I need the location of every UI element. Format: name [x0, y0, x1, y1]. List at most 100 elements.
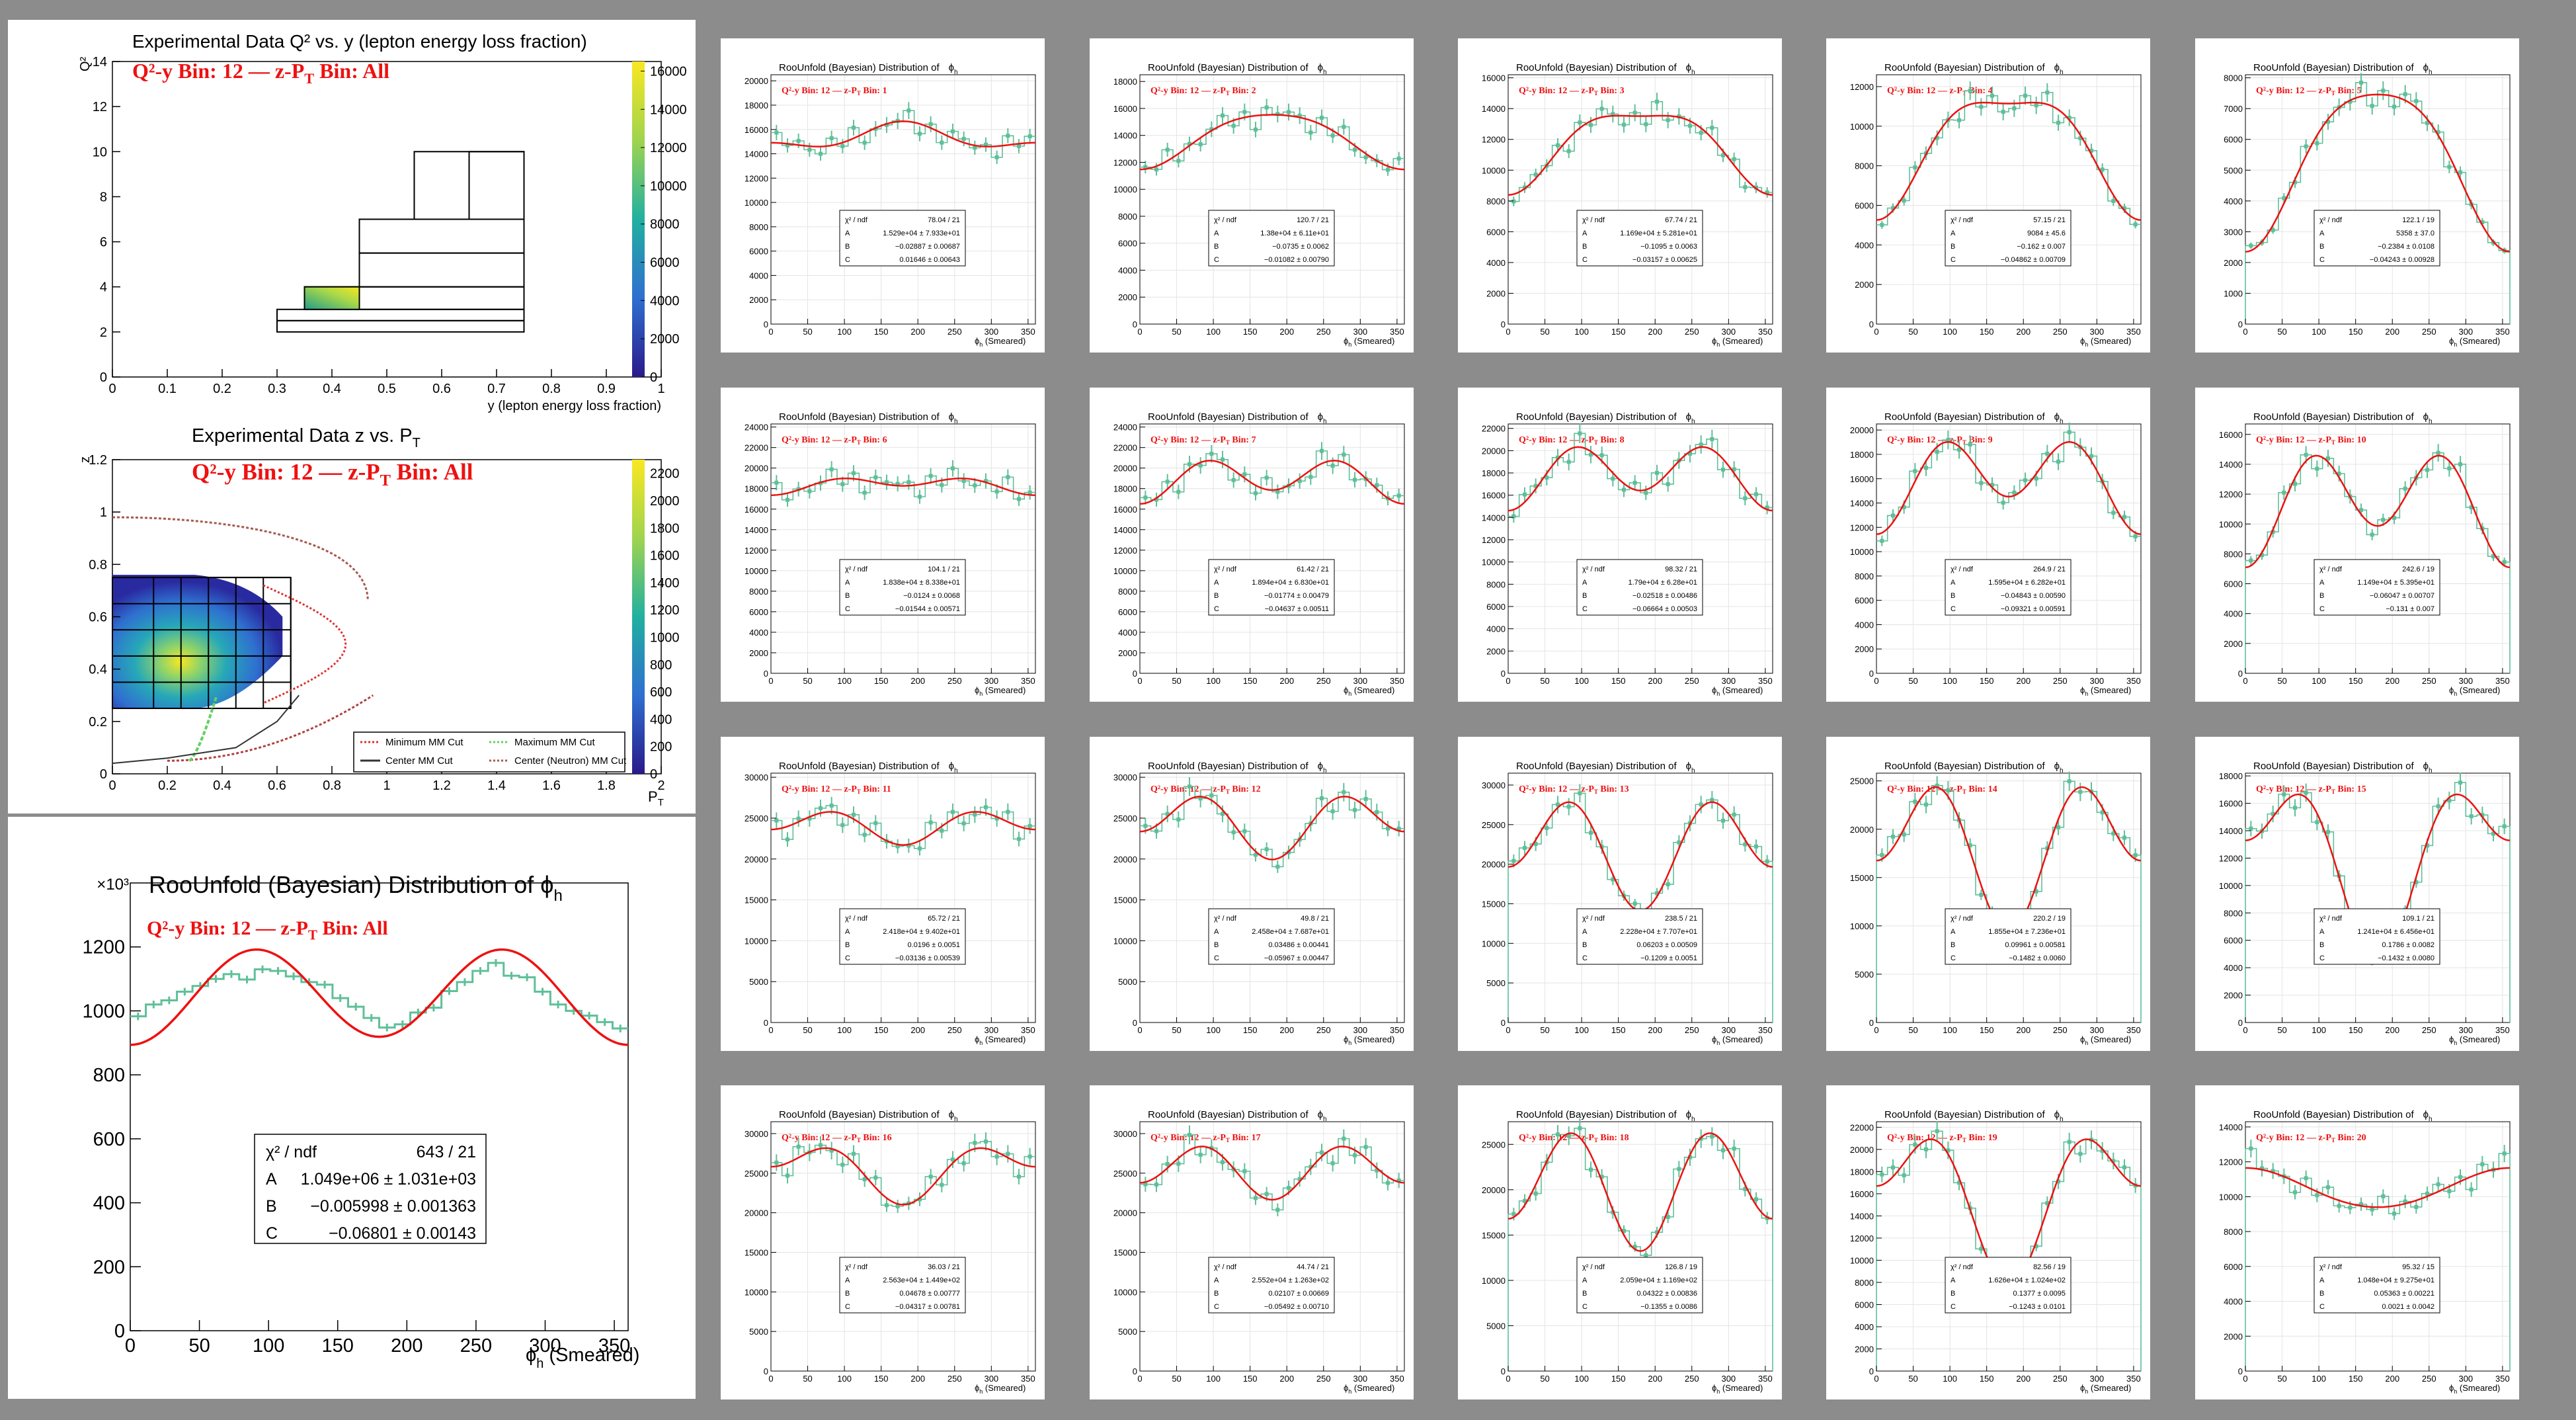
phi-stats-name: χ² / ndf: [2319, 565, 2343, 573]
phi-stats-box: [1576, 559, 1703, 616]
phi-stats-name: χ² / ndf: [1951, 1263, 1974, 1271]
phi-stats-value: 1.79e+04 ± 6.28e+01: [1628, 579, 1697, 587]
phi-overlay-sub: T: [2331, 1137, 2335, 1144]
phi-ytick-label: 20000: [745, 464, 768, 474]
phi-ytick-label: 6000: [1486, 602, 1506, 612]
phi-overlay-sub: T: [857, 788, 861, 795]
phi-ytick-label: 4000: [2224, 963, 2243, 973]
phi-hist: [1876, 90, 2141, 226]
zpt-ztick-label: 2000: [650, 494, 680, 509]
phi-ytick-label: 18000: [1850, 1167, 1874, 1177]
phi-overlay-part: z-P: [844, 435, 857, 445]
phi-stats-value: 9084 ± 45.6: [2027, 230, 2066, 237]
q2y-panel-bg: [8, 20, 696, 413]
phi-ytick-label: 20000: [1113, 464, 1137, 474]
phi-xtick-label: 0: [1506, 1025, 1510, 1035]
phi-xlabel-tail: (Smeared): [2088, 1034, 2131, 1044]
phi-xtick-label: 0: [1874, 327, 1878, 337]
phi-fit-curve: [1139, 114, 1405, 171]
phi-overlay-part: z-P: [844, 784, 857, 794]
phi-stats-value: −0.01082 ± 0.00790: [1264, 256, 1329, 264]
phi-title-symbol: ϕ: [2054, 411, 2060, 423]
phi-overlay: Q²-y Bin: 12 — z-PT Bin: 20: [2256, 1133, 2366, 1144]
phi-ytick-label: 20000: [1850, 425, 1874, 435]
phi-ytick-label: 0: [1133, 669, 1137, 679]
phi-xtick-label: 250: [1685, 1374, 1699, 1384]
zpt-xlabel-sub: T: [658, 797, 664, 808]
phi-overlay-bin: Bin:: [2335, 435, 2357, 445]
phi-overlay-sub: T: [1226, 439, 1230, 446]
phi-xtick-label: 300: [1721, 1025, 1736, 1035]
q2y-xtick-label: 0.2: [213, 382, 231, 396]
phi-title: RooUnfold (Bayesian) Distribution of ϕh: [2253, 1109, 2433, 1123]
phi-panel-bg: [1458, 38, 1782, 353]
phi-stats-name: A: [2319, 1276, 2325, 1284]
phi-ytick-label: 5000: [2224, 165, 2243, 175]
zpt-legend-label: Maximum MM Cut: [514, 737, 596, 748]
phi-frame: [2245, 74, 2511, 325]
phi-title-sub: h: [1323, 1116, 1327, 1123]
phi-xtick-label: 50: [803, 676, 812, 686]
phi-ytick-label: 15000: [1482, 1230, 1506, 1240]
phi-xtick-label: 250: [1316, 1374, 1331, 1384]
phi-title-sub: h: [1323, 418, 1327, 425]
phi-overlay: Q²-y Bin: 12 — z-PT Bin: 16: [782, 1133, 892, 1144]
phi-xlabel: ϕh (Smeared): [1712, 685, 1763, 697]
q2y-overlay-part: z-P: [275, 59, 304, 83]
phi-stats-value: 65.72 / 21: [928, 915, 960, 923]
phi-xtick-label: 350: [2126, 1374, 2141, 1384]
phi-ytick-label: 7000: [2224, 104, 2243, 114]
phi-stats-value: 1.855e+04 ± 7.236e+01: [1988, 928, 2066, 936]
phi-stats-value: 0.05363 ± 0.00221: [2374, 1290, 2435, 1298]
phi-stats-name: C: [1582, 954, 1588, 962]
phi-overlay-part: z-P: [1581, 784, 1594, 794]
phi-xtick-label: 200: [910, 676, 925, 686]
phi-title: RooUnfold (Bayesian) Distribution of ϕh: [2253, 411, 2433, 425]
phi-xtick-label: 300: [1721, 1374, 1736, 1384]
phi-title-symbol: ϕ: [949, 62, 954, 73]
phi-stats-name: A: [845, 230, 850, 237]
phi-stats-name: C: [845, 605, 850, 613]
phi-xtick-label: 100: [1206, 676, 1221, 686]
phi-overlay-sub: T: [1594, 1137, 1598, 1144]
phi-title-symbol: ϕ: [949, 1109, 954, 1120]
phi-ytick-label: 1000: [2224, 288, 2243, 298]
phi-xtick-label: 250: [1316, 1025, 1331, 1035]
phi-xtick-label: 100: [1943, 327, 1957, 337]
phi-overlay-binnum: 20: [2357, 1133, 2366, 1143]
phi-stats-value: −0.06664 ± 0.00503: [1632, 605, 1697, 613]
phi-hist: [1508, 433, 1773, 517]
phi-panel-bg: [2195, 1085, 2519, 1399]
phi-hist: [771, 805, 1035, 849]
q2y-overlay-part: Q²-y Bin: 12: [132, 59, 243, 83]
phi-ytick-label: 24000: [1113, 423, 1137, 433]
phi-ytick-label: 5000: [1118, 1327, 1137, 1337]
phi-xtick-label: 200: [1648, 327, 1662, 337]
phi-ytick-label: 12000: [745, 173, 768, 183]
phi-frame: [770, 423, 1036, 674]
phi-overlay-sub: T: [1962, 439, 1966, 446]
phi-stats-value: 1.048e+04 ± 9.275e+01: [2357, 1276, 2435, 1284]
phi-xtick-label: 300: [2458, 327, 2473, 337]
phi-panel-bin-12: RooUnfold (Bayesian) Distribution of ϕh Q²…: [1090, 737, 1414, 1051]
phi-ytick-label: 16000: [1850, 1189, 1874, 1199]
phi-overlay-part: Q²-y Bin: 12: [1150, 435, 1199, 445]
phi-stats-value: 0.01646 ± 0.00643: [899, 256, 960, 264]
phi-xlabel-tail: (Smeared): [1720, 1034, 1763, 1044]
phi-stats-value: −0.09321 ± 0.00591: [2001, 605, 2066, 613]
phi-overlay-part: —: [832, 86, 842, 96]
zpt-legend-label: Center (Neutron) MM Cut: [514, 755, 627, 767]
phi-ytick-label: 10000: [1113, 1287, 1137, 1297]
phi-overlay-part: Q²-y Bin: 12: [1887, 784, 1935, 794]
phi-stats-name: χ² / ndf: [845, 1263, 868, 1271]
phi-ytick-label: 14000: [1850, 499, 1874, 509]
q2y-xtick-label: 0.1: [158, 382, 177, 396]
phi-stats-box: [839, 210, 966, 267]
phi-overlay-bin: Bin:: [1598, 435, 1620, 445]
phi-stats-value: −0.05967 ± 0.00447: [1264, 954, 1329, 962]
phi-title-sub: h: [2060, 69, 2064, 76]
phi-xtick-label: 300: [2089, 1374, 2104, 1384]
phi-xtick-label: 50: [803, 1374, 812, 1384]
phi-overlay-part: Q²-y Bin: 12: [2256, 784, 2304, 794]
phi-stats-value: 2.552e+04 ± 1.263e+02: [1252, 1276, 1329, 1284]
